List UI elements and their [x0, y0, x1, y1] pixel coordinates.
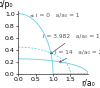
Text: i = 14   a/a₀ = 2: i = 14 a/a₀ = 2 — [55, 49, 100, 62]
Y-axis label: p/p₀: p/p₀ — [0, 0, 13, 9]
Text: i = 3.982   a/a₀ = 1.5: i = 3.982 a/a₀ = 1.5 — [43, 34, 100, 54]
Text: i = 0   a/a₀ = 1: i = 0 a/a₀ = 1 — [31, 13, 80, 18]
X-axis label: r/a₀: r/a₀ — [81, 79, 95, 88]
